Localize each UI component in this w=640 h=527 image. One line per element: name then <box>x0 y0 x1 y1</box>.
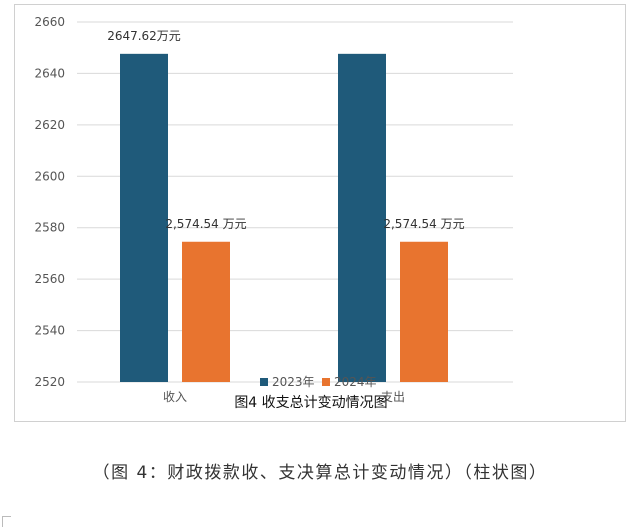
y-tick-label: 2560 <box>34 272 65 286</box>
y-tick-label: 2620 <box>34 118 65 132</box>
legend-label: 2024年 <box>334 375 377 389</box>
legend-label: 2023年 <box>272 375 315 389</box>
bar-series-2-1 <box>182 241 230 382</box>
x-tick-label: 支出 <box>381 390 405 404</box>
bar-series-2-2 <box>400 241 448 382</box>
data-label: 2,574.54 万元 <box>165 217 246 231</box>
bar-chart: 2520 2540 2560 2580 2600 2620 2640 2660 2647.62万… <box>34 15 513 411</box>
legend-swatch <box>260 378 268 386</box>
page-corner-mark <box>2 516 11 527</box>
y-tick-label: 2580 <box>34 221 65 235</box>
y-tick-label: 2660 <box>34 15 65 29</box>
y-tick-label: 2640 <box>34 66 65 80</box>
data-label: 2,574.54 万元 <box>383 217 464 231</box>
y-tick-label: 2600 <box>34 169 65 183</box>
chart-frame: 2520 2540 2560 2580 2600 2620 2640 2660 2647.62万… <box>14 4 626 422</box>
bar-series-1-2 <box>338 53 386 382</box>
x-tick-label: 收入 <box>163 390 187 404</box>
data-label: 2647.62万元 <box>107 29 181 43</box>
y-tick-label: 2520 <box>34 375 65 389</box>
legend-swatch <box>322 378 330 386</box>
figure-caption: （图 4：财政拨款收、支决算总计变动情况）（柱状图） <box>92 463 548 483</box>
y-tick-label: 2540 <box>34 324 65 338</box>
chart-title: 图4 收支总计变动情况图 <box>234 395 387 411</box>
bar-series-1-1 <box>120 53 168 382</box>
